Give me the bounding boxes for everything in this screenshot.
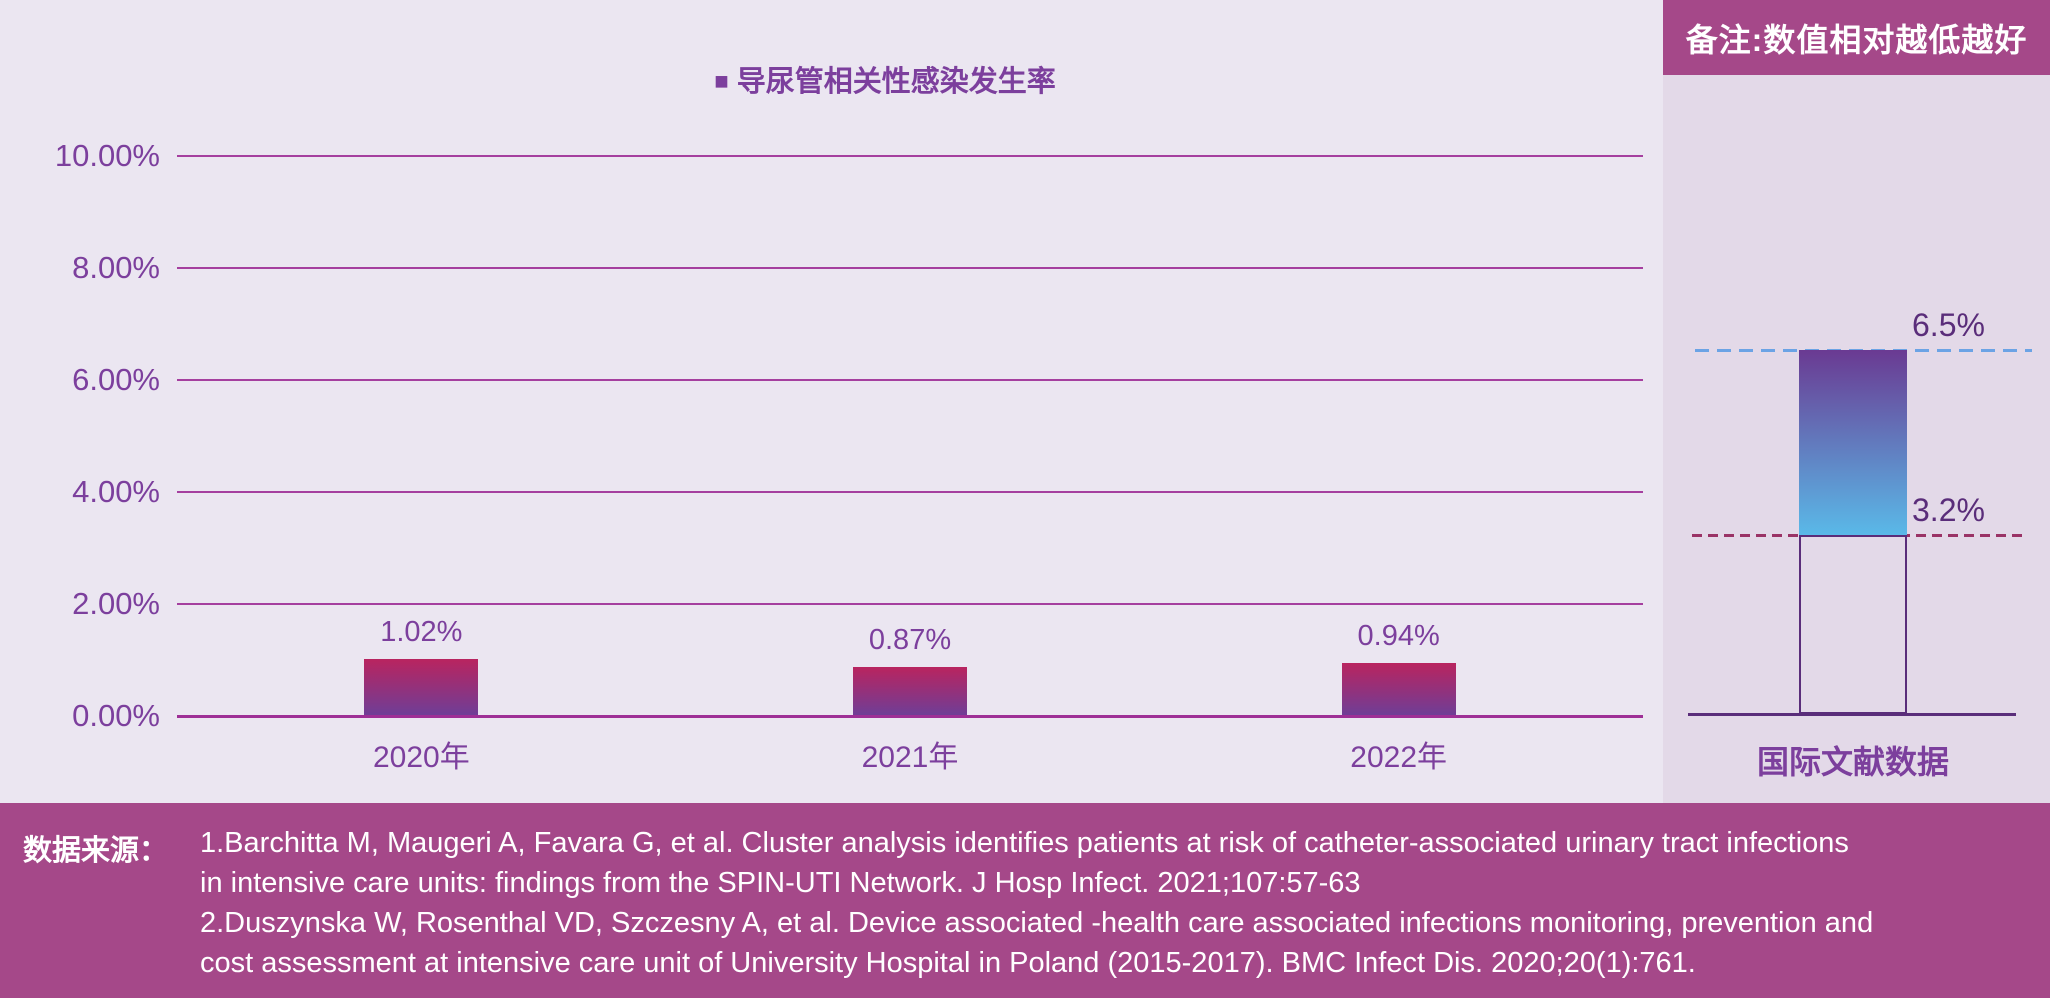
x-tick-label: 2021年 <box>861 741 959 774</box>
source-reference-line: 1.Barchitta M, Maugeri A, Favara G, et a… <box>200 827 1849 859</box>
source-label: 数据来源： <box>23 835 169 867</box>
range-low-label: 3.2% <box>1912 492 1985 528</box>
bar <box>1341 663 1456 716</box>
chart-title: ■ 导尿管相关性感染发生率 <box>0 62 1770 102</box>
gridline <box>177 267 1643 269</box>
x-axis-line <box>177 715 1643 718</box>
source-references: 1.Barchitta M, Maugeri A, Favara G, et a… <box>200 823 2040 983</box>
bar-value-label: 0.87% <box>868 624 952 656</box>
bar <box>364 659 479 716</box>
chart-title-text: 导尿管相关性感染发生率 <box>736 66 1056 98</box>
y-tick-label: 6.00% <box>72 362 160 397</box>
source-reference-line: 2.Duszynska W, Rosenthal VD, Szczesny A,… <box>200 907 1874 939</box>
range-high-label: 6.5% <box>1912 307 1985 343</box>
gridline <box>177 491 1643 493</box>
bar-value-label: 1.02% <box>380 616 463 648</box>
y-tick-label: 10.00% <box>54 138 160 173</box>
source-reference-line: cost assessment at intensive care unit o… <box>200 947 1696 979</box>
y-tick-label: 8.00% <box>72 250 160 285</box>
gridline <box>177 379 1643 381</box>
x-tick-label: 2020年 <box>372 741 470 774</box>
y-tick-label: 2.00% <box>72 586 160 621</box>
y-tick-label: 0.00% <box>72 698 160 733</box>
note-text: 备注:数值相对越低越好 <box>1685 21 2028 58</box>
range-outline-box <box>1799 535 1907 714</box>
reference-panel: 备注:数值相对越低越好 <box>1663 0 2050 803</box>
bar-value-label: 0.94% <box>1357 620 1440 652</box>
mini-axis-line <box>1688 713 2016 716</box>
gridline <box>177 603 1643 605</box>
source-footer: 数据来源： 1.Barchitta M, Maugeri A, Favara G… <box>0 803 2050 998</box>
source-reference-line: in intensive care units: findings from t… <box>200 867 1361 899</box>
bar <box>853 667 967 716</box>
y-tick-label: 4.00% <box>72 474 160 509</box>
gridline <box>177 155 1643 157</box>
legend-square-icon: ■ <box>714 68 729 95</box>
note-header: 备注:数值相对越低越好 <box>1663 0 2050 75</box>
mini-category-label: 国际文献数据 <box>1756 744 1949 780</box>
x-tick-label: 2022年 <box>1350 741 1448 774</box>
range-bar <box>1799 350 1907 535</box>
